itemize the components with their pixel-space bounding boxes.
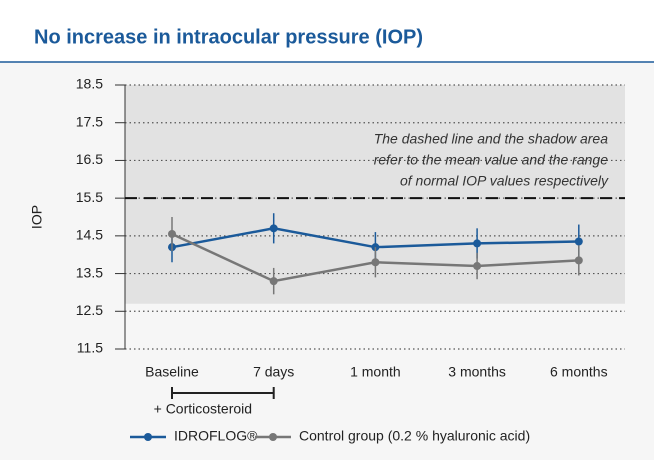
y-tick-label: 12.5 <box>76 302 103 318</box>
y-tick-label: 11.5 <box>77 340 103 356</box>
annotation: refer to the mean value and the range <box>374 152 608 168</box>
point <box>473 262 482 271</box>
x-tick-label: 7 days <box>253 364 294 380</box>
legend-dot <box>144 433 152 441</box>
bracket-label: + Corticosteroid <box>154 401 252 417</box>
annotation: of normal IOP values respectively <box>400 173 609 189</box>
y-tick-label: 18.5 <box>76 76 103 92</box>
x-tick-label: Baseline <box>145 364 199 380</box>
header <box>0 0 654 62</box>
y-tick-label: 13.5 <box>76 264 103 280</box>
x-tick-label: 3 months <box>448 364 506 380</box>
x-tick-label: 1 month <box>350 364 401 380</box>
point <box>473 239 482 248</box>
y-tick-label: 16.5 <box>76 151 103 167</box>
y-tick-label: 17.5 <box>76 113 103 129</box>
legend-dot <box>269 433 277 441</box>
y-axis-label: IOP <box>29 205 45 229</box>
chart-title: No increase in intraocular pressure (IOP… <box>34 26 423 48</box>
annotation: The dashed line and the shadow area <box>374 131 608 147</box>
legend-label: IDROFLOG® <box>174 428 258 444</box>
legend-label: Control group (0.2 % hyaluronic acid) <box>299 428 530 444</box>
x-tick-label: 6 months <box>550 364 608 380</box>
point <box>269 224 278 233</box>
point <box>574 237 583 246</box>
y-tick-label: 15.5 <box>76 189 103 205</box>
point <box>168 229 176 238</box>
point <box>574 256 583 265</box>
point <box>269 277 278 286</box>
point <box>371 258 380 267</box>
y-tick-label: 14.5 <box>76 227 103 243</box>
